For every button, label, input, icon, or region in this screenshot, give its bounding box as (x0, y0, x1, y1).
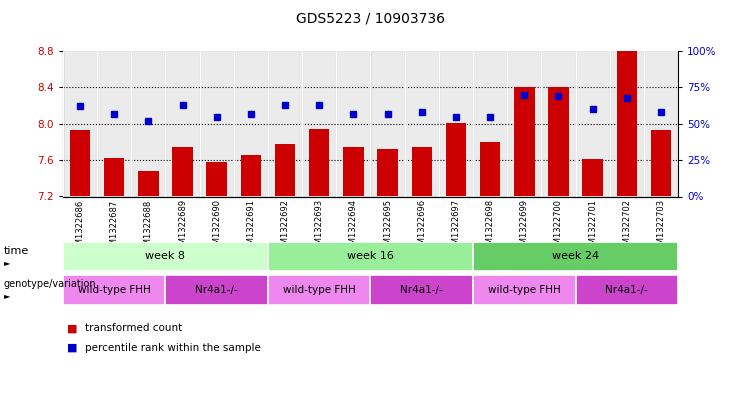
Bar (131, 51, 165, 196)
Bar (336, 51, 370, 196)
Bar (165, 275, 268, 305)
Bar (582, 159, 603, 196)
Bar (507, 51, 542, 196)
Text: wild-type FHH: wild-type FHH (488, 285, 561, 295)
Bar (370, 275, 473, 305)
Bar (268, 242, 473, 271)
Bar (63, 242, 268, 271)
Text: week 16: week 16 (347, 252, 394, 261)
Bar (302, 51, 336, 196)
Text: ►: ► (4, 291, 10, 300)
Text: ►: ► (4, 258, 10, 267)
Bar (405, 51, 439, 196)
Text: Nr4a1-/-: Nr4a1-/- (400, 285, 443, 295)
Bar (104, 158, 124, 196)
Text: wild-type FHH: wild-type FHH (78, 285, 150, 295)
Bar (610, 51, 644, 196)
Bar (70, 130, 90, 196)
Text: ■: ■ (67, 343, 77, 353)
Text: wild-type FHH: wild-type FHH (283, 285, 356, 295)
Bar (241, 155, 261, 196)
Text: genotype/variation: genotype/variation (4, 279, 96, 289)
Bar (480, 142, 500, 196)
Bar (343, 147, 364, 196)
Text: GDS5223 / 10903736: GDS5223 / 10903736 (296, 12, 445, 26)
Bar (138, 171, 159, 196)
Bar (207, 162, 227, 196)
Text: week 24: week 24 (552, 252, 599, 261)
Bar (651, 130, 671, 196)
Bar (199, 51, 234, 196)
Bar (268, 275, 370, 305)
Bar (63, 275, 165, 305)
Text: week 8: week 8 (145, 252, 185, 261)
Bar (576, 51, 610, 196)
Bar (268, 51, 302, 196)
Bar (473, 51, 507, 196)
Bar (234, 51, 268, 196)
Bar (514, 86, 534, 196)
Bar (644, 51, 678, 196)
Bar (165, 51, 199, 196)
Bar (473, 242, 678, 271)
Bar (576, 275, 678, 305)
Bar (411, 147, 432, 196)
Bar (439, 51, 473, 196)
Bar (370, 51, 405, 196)
Bar (97, 51, 131, 196)
Bar (377, 149, 398, 196)
Bar (173, 147, 193, 196)
Bar (548, 86, 568, 196)
Bar (542, 51, 576, 196)
Text: transformed count: transformed count (85, 323, 182, 333)
Bar (617, 51, 637, 196)
Text: Nr4a1-/-: Nr4a1-/- (196, 285, 238, 295)
Bar (63, 51, 97, 196)
Text: Nr4a1-/-: Nr4a1-/- (605, 285, 648, 295)
Text: percentile rank within the sample: percentile rank within the sample (85, 343, 261, 353)
Text: time: time (4, 246, 29, 255)
Bar (275, 144, 296, 196)
Bar (473, 275, 576, 305)
Text: ■: ■ (67, 323, 77, 333)
Bar (445, 123, 466, 196)
Bar (309, 129, 330, 196)
